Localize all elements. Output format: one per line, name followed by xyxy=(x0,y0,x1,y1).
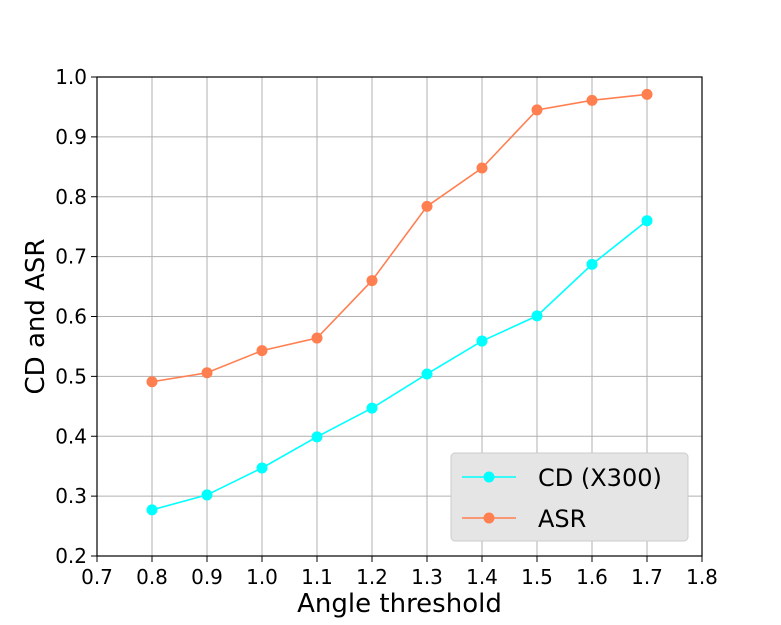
x-tick-label: 1.8 xyxy=(686,565,718,589)
data-point xyxy=(256,345,268,357)
x-tick-label: 1.7 xyxy=(631,565,663,589)
data-point xyxy=(256,462,268,474)
legend-label: ASR xyxy=(538,505,586,533)
y-tick-label: 0.9 xyxy=(55,125,87,149)
legend-marker xyxy=(483,512,495,524)
data-point xyxy=(146,504,158,516)
data-point xyxy=(531,310,543,322)
data-point xyxy=(641,215,653,227)
x-tick-label: 1.0 xyxy=(246,565,278,589)
y-axis-label: CD and ASR xyxy=(21,239,51,395)
y-axis: 0.2 0.3 0.4 0.5 0.6 0.7 0.8 0.9 1.0 xyxy=(55,65,97,568)
series-1 xyxy=(146,88,653,388)
y-tick-label: 0.2 xyxy=(55,544,87,568)
x-tick-label: 0.7 xyxy=(81,565,113,589)
data-point xyxy=(366,402,378,414)
data-point xyxy=(311,431,323,443)
y-tick-label: 1.0 xyxy=(55,65,87,89)
legend-item: ASR xyxy=(462,505,586,533)
y-tick-label: 0.8 xyxy=(55,185,87,209)
data-point xyxy=(421,368,433,380)
y-tick-label: 0.5 xyxy=(55,364,87,388)
data-point xyxy=(476,162,488,174)
legend-item: CD (X300) xyxy=(462,464,662,492)
legend-marker xyxy=(483,471,495,483)
data-point xyxy=(201,489,213,501)
y-tick-label: 0.7 xyxy=(55,245,87,269)
x-tick-label: 0.9 xyxy=(191,565,223,589)
data-point xyxy=(201,367,213,379)
data-point xyxy=(366,275,378,287)
x-axis-label: Angle threshold xyxy=(297,589,502,619)
data-point xyxy=(531,104,543,116)
x-tick-label: 1.3 xyxy=(411,565,443,589)
data-point xyxy=(311,332,323,344)
y-tick-label: 0.3 xyxy=(55,484,87,508)
series-line xyxy=(151,220,648,511)
data-point xyxy=(476,335,488,347)
legend: CD (X300) ASR xyxy=(450,452,689,542)
data-point xyxy=(586,94,598,106)
series-0 xyxy=(146,215,653,516)
data-point xyxy=(421,200,433,212)
data-point xyxy=(586,258,598,270)
x-tick-label: 0.8 xyxy=(136,565,168,589)
series-layer xyxy=(146,88,653,516)
x-tick-label: 1.5 xyxy=(521,565,553,589)
x-tick-label: 1.6 xyxy=(576,565,608,589)
y-tick-label: 0.4 xyxy=(55,424,87,448)
y-tick-label: 0.6 xyxy=(55,305,87,329)
legend-box xyxy=(450,452,689,542)
data-point xyxy=(641,88,653,100)
x-tick-label: 1.1 xyxy=(301,565,333,589)
x-axis: 0.7 0.8 0.9 1.0 1.1 1.2 1.3 1.4 1.5 1.6 1.7 1.8 xyxy=(81,556,718,589)
legend-label: CD (X300) xyxy=(538,464,662,492)
x-tick-label: 1.2 xyxy=(356,565,388,589)
x-tick-label: 1.4 xyxy=(466,565,498,589)
series-line xyxy=(151,93,648,383)
data-point xyxy=(146,376,158,388)
